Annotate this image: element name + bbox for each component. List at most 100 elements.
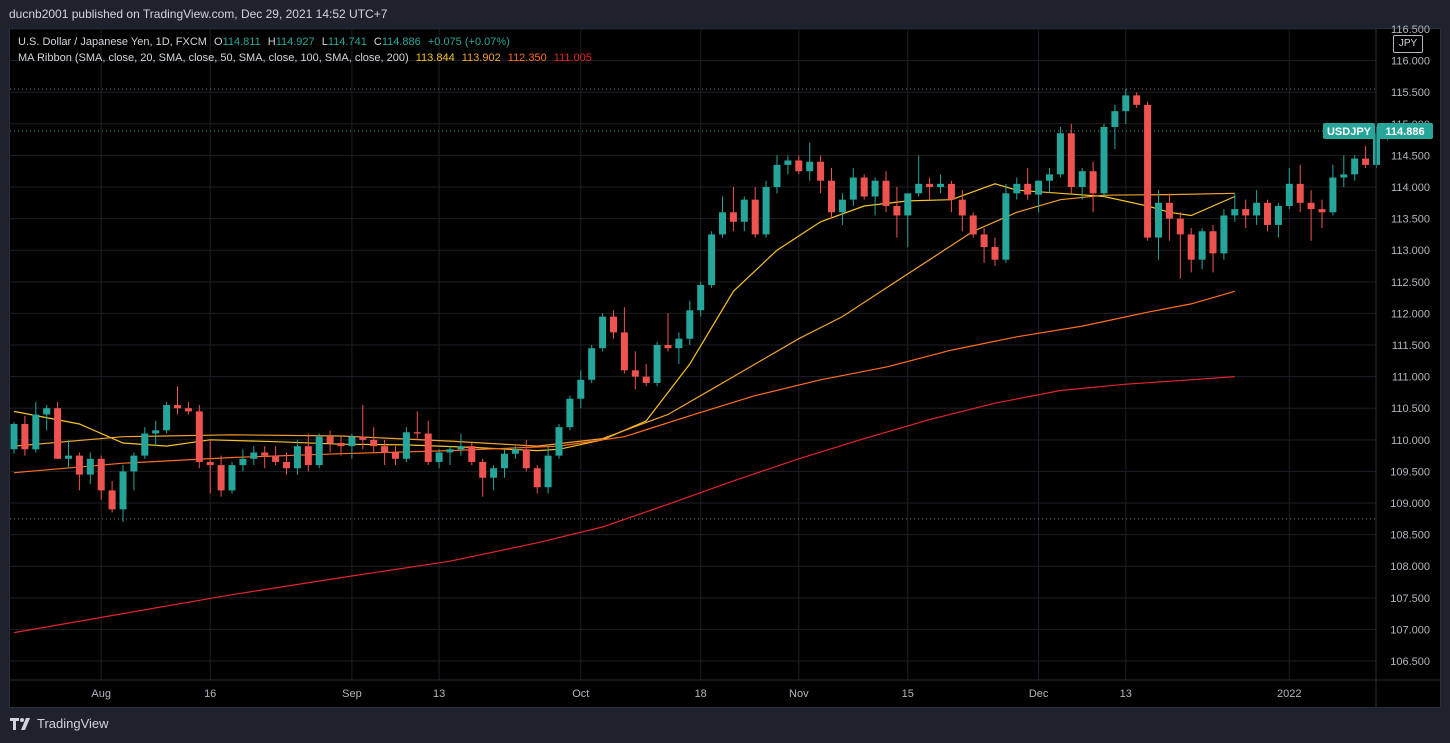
- candle-body: [1133, 95, 1141, 105]
- candle-body: [1165, 202, 1173, 219]
- candle: [32, 401, 40, 453]
- price-tick-label: 107.000: [1390, 624, 1430, 636]
- candle-body: [1253, 202, 1261, 216]
- candle: [708, 231, 716, 289]
- ma50-value: 113.902: [461, 52, 501, 64]
- candle-body: [1187, 234, 1195, 260]
- candle-body: [675, 338, 683, 349]
- candle-body: [370, 439, 378, 447]
- candle-body: [1274, 205, 1282, 225]
- candle: [849, 168, 857, 206]
- candle-body: [359, 436, 367, 440]
- candle-body: [577, 379, 585, 399]
- candle: [719, 196, 726, 238]
- candle: [697, 281, 705, 317]
- price-tick-label: 114.500: [1391, 150, 1430, 162]
- candle-body: [435, 452, 443, 462]
- candle: [10, 422, 18, 454]
- candles: [10, 89, 1391, 522]
- candle: [1035, 180, 1043, 213]
- top-bar: ducnb2001 published on TradingView.com, …: [0, 0, 1450, 28]
- candle: [457, 433, 465, 456]
- candle-body: [490, 468, 498, 478]
- time-tick-label: 15: [902, 688, 914, 700]
- published-by-text: ducnb2001 published on TradingView.com, …: [9, 7, 388, 21]
- candle: [980, 228, 988, 263]
- candle-body: [86, 458, 94, 475]
- candle-body: [566, 398, 574, 428]
- price-tick-label: 109.500: [1390, 466, 1430, 478]
- candle-body: [599, 316, 607, 349]
- candle: [795, 155, 803, 175]
- high-value: H114.927: [267, 36, 315, 48]
- last-price-tag: USDJPY 114.886: [1323, 123, 1433, 140]
- candle-body: [424, 433, 432, 462]
- candle-body: [1089, 171, 1097, 194]
- candle: [828, 168, 835, 219]
- candle: [729, 187, 737, 232]
- candle-body: [479, 461, 487, 478]
- candle-body: [915, 183, 923, 194]
- close-value: C114.886: [373, 36, 421, 48]
- price-tick-label: 111.500: [1392, 340, 1430, 352]
- candle: [1340, 155, 1348, 188]
- candle-body: [1231, 209, 1239, 216]
- candle: [544, 446, 552, 494]
- candle: [1002, 183, 1010, 263]
- candle: [838, 193, 846, 225]
- price-tick-label: 111.000: [1392, 372, 1430, 384]
- candle: [163, 401, 171, 434]
- candle-body: [882, 180, 890, 206]
- candle-body: [926, 183, 934, 188]
- candle: [435, 449, 443, 469]
- candle: [991, 237, 999, 267]
- time-tick-label: 13: [1120, 688, 1132, 700]
- candle-body: [620, 332, 628, 371]
- footer: TradingView: [10, 716, 109, 731]
- candle-body: [97, 458, 105, 491]
- candle: [893, 187, 901, 238]
- candle: [359, 405, 367, 450]
- candle-body: [828, 180, 835, 213]
- ma-ribbon-label: MA Ribbon (SMA, close, 20, SMA, close, 5…: [18, 52, 409, 64]
- candle: [947, 180, 955, 213]
- time-tick-label: 13: [433, 688, 445, 700]
- candle: [54, 401, 62, 459]
- candle-body: [108, 490, 116, 510]
- symbol-tag-label: USDJPY: [1327, 126, 1372, 138]
- candle-body: [1024, 183, 1032, 195]
- candle-body: [21, 424, 29, 450]
- currency-button[interactable]: JPY: [1393, 35, 1423, 53]
- candle: [283, 452, 290, 475]
- time-tick-label: Aug: [91, 688, 111, 700]
- ma200-value: 111.005: [553, 52, 592, 64]
- candle-body: [1340, 174, 1348, 178]
- candle-body: [315, 436, 323, 466]
- candle: [293, 439, 301, 475]
- candle-body: [293, 446, 301, 469]
- dotted-levels: [10, 88, 1376, 520]
- time-tick-label: Dec: [1029, 688, 1049, 700]
- candle-body: [1046, 174, 1053, 181]
- candle: [1198, 228, 1206, 270]
- price-tick-label: 108.000: [1390, 561, 1430, 573]
- candle: [1133, 92, 1141, 109]
- candle-body: [337, 442, 345, 447]
- candle: [261, 446, 269, 469]
- candle: [599, 313, 607, 352]
- candle-body: [904, 193, 912, 216]
- candle: [424, 420, 432, 466]
- candle: [250, 446, 258, 466]
- candle: [610, 310, 617, 339]
- candle-body: [533, 468, 541, 488]
- chart-frame[interactable]: [9, 28, 1441, 708]
- price-tick-label: 116.500: [1391, 24, 1430, 36]
- candle-body: [1296, 183, 1304, 203]
- price-tag-bg: [1377, 123, 1433, 140]
- candle-body: [806, 161, 814, 172]
- candle: [1176, 212, 1184, 279]
- candle: [1264, 199, 1271, 232]
- candle: [1122, 89, 1130, 124]
- candle: [65, 439, 72, 469]
